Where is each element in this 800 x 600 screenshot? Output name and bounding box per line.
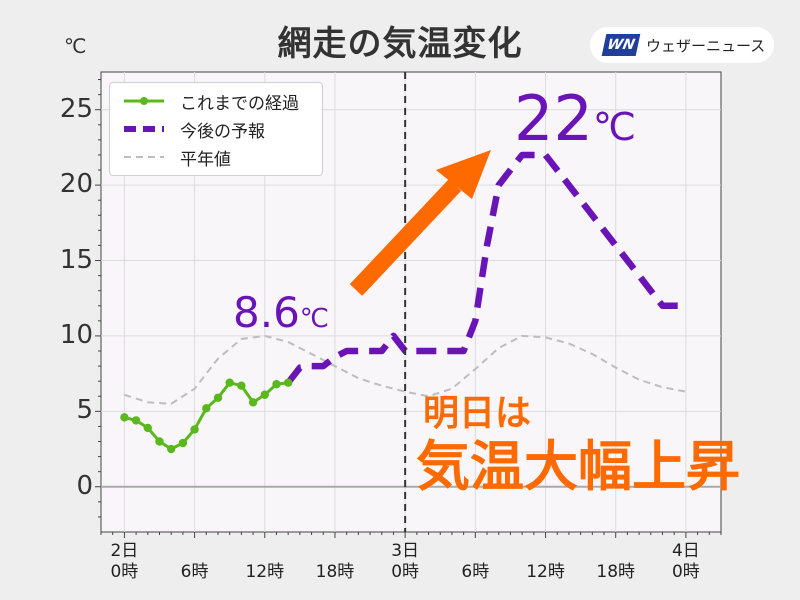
current-temp-unit: ℃ <box>299 304 330 334</box>
observed-point <box>202 404 211 413</box>
current-temp-value: 8.6 <box>233 288 300 337</box>
annotation-big-rise: 気温大幅上昇 <box>416 435 740 498</box>
observed-point <box>166 444 176 454</box>
observed-point <box>178 438 188 448</box>
observed-point <box>120 413 129 422</box>
current-temp-callout: 8.6℃ <box>233 288 329 337</box>
legend-item-observed: これまでの経過 <box>120 89 299 114</box>
weathernews-logo-icon: WN <box>601 34 641 56</box>
observed-point <box>283 378 293 387</box>
x-tick-label: 12時 <box>245 562 285 582</box>
observed-point <box>237 381 246 390</box>
y-tick-label: 15 <box>59 244 93 275</box>
x-tick-label: 3日 0時 <box>391 541 420 582</box>
y-axis-unit: ℃ <box>64 34 87 58</box>
forecast-temp-unit: ℃ <box>592 105 637 150</box>
observed-point <box>190 425 199 434</box>
y-tick-label: 20 <box>59 169 93 200</box>
legend-swatch-observed <box>124 97 164 105</box>
x-tick-label: 6時 <box>461 562 490 582</box>
legend-swatch-forecast <box>124 126 164 132</box>
series-forecast-line <box>285 151 686 385</box>
trend-arrow-shaft <box>349 179 462 296</box>
observed-point <box>213 393 223 402</box>
weathernews-logo: WN ウェザーニュース <box>590 27 774 63</box>
observed-point <box>260 390 269 399</box>
x-tick-label: 4日 0時 <box>671 541 700 582</box>
y-tick-label: 0 <box>76 470 93 501</box>
observed-point <box>272 379 281 389</box>
legend-swatch-normal <box>124 156 164 158</box>
y-tick-label: 5 <box>76 395 93 426</box>
y-tick-label: 10 <box>59 319 93 350</box>
x-tick-label: 6時 <box>180 562 209 582</box>
x-tick-label: 18時 <box>596 562 636 582</box>
observed-point <box>131 416 141 425</box>
legend-label-normal: 平年値 <box>180 149 231 170</box>
legend: これまでの経過 今後の予報 平年値 <box>109 82 323 176</box>
legend-item-forecast: 今後の予報 <box>120 117 265 142</box>
legend-label-forecast: 今後の予報 <box>180 121 265 142</box>
legend-item-normal: 平年値 <box>120 145 231 170</box>
trend-arrow-group <box>349 150 491 296</box>
forecast-temp-value: 22 <box>514 82 593 155</box>
observed-point <box>155 437 164 446</box>
trend-arrow-head <box>436 150 491 199</box>
series-group <box>120 151 687 454</box>
x-tick-label: 12時 <box>526 562 565 582</box>
x-tick-label: 2日 0時 <box>110 541 139 582</box>
y-tick-label: 25 <box>59 93 93 124</box>
page-title: 網走の気温変化 <box>277 24 523 64</box>
axis-ticks <box>95 79 722 538</box>
observed-point <box>248 398 258 407</box>
x-tick-label: 18時 <box>315 562 355 582</box>
series-normal-line <box>124 334 687 405</box>
annotation-tomorrow: 明日は <box>423 393 532 434</box>
observed-point <box>225 378 234 387</box>
observed-point <box>143 423 152 433</box>
forecast-temp-callout: 22℃ <box>514 82 636 155</box>
legend-label-observed: これまでの経過 <box>180 93 299 114</box>
weathernews-logo-text: ウェザーニュース <box>646 36 766 55</box>
